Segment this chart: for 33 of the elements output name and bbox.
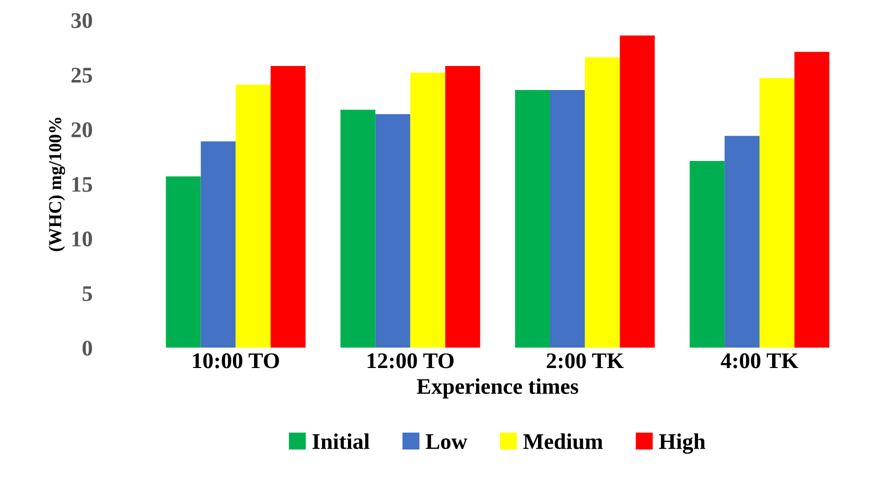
legend-label: Medium bbox=[523, 433, 603, 450]
y-tick-label: 5 bbox=[82, 286, 92, 302]
bar bbox=[410, 72, 446, 348]
bar bbox=[270, 66, 306, 348]
y-tick-label: 15 bbox=[72, 177, 92, 192]
y-tick-label: 20 bbox=[72, 122, 92, 138]
y-tick-label: 30 bbox=[71, 13, 92, 28]
legend-label: Low bbox=[426, 434, 468, 450]
x-tick-label: 4:00 TK bbox=[720, 353, 798, 368]
x-axis-title: Experience times bbox=[416, 378, 578, 398]
bar bbox=[794, 52, 830, 348]
legend-label: High bbox=[659, 433, 706, 454]
x-tick-label: 12:00 TO bbox=[368, 353, 454, 368]
bar bbox=[760, 78, 794, 348]
bar bbox=[236, 84, 271, 348]
bar bbox=[515, 90, 550, 348]
y-tick-label: 25 bbox=[72, 68, 92, 83]
bar bbox=[166, 176, 201, 348]
x-tick-label: 10:00 TO bbox=[193, 353, 279, 368]
x-tick-label: 2:00 TK bbox=[546, 353, 624, 368]
y-tick-label: 10 bbox=[72, 231, 92, 246]
bar bbox=[724, 136, 760, 348]
y-tick-label: 0 bbox=[82, 340, 92, 356]
bar bbox=[584, 57, 620, 348]
bar bbox=[340, 110, 376, 348]
bar bbox=[690, 161, 725, 348]
bar bbox=[375, 114, 410, 348]
bar bbox=[200, 141, 236, 348]
bar bbox=[445, 66, 480, 348]
y-axis-title: (WHC) mg/100% bbox=[48, 118, 66, 252]
bar bbox=[550, 90, 585, 348]
bar bbox=[620, 35, 655, 348]
legend-label: Initial bbox=[312, 433, 370, 450]
